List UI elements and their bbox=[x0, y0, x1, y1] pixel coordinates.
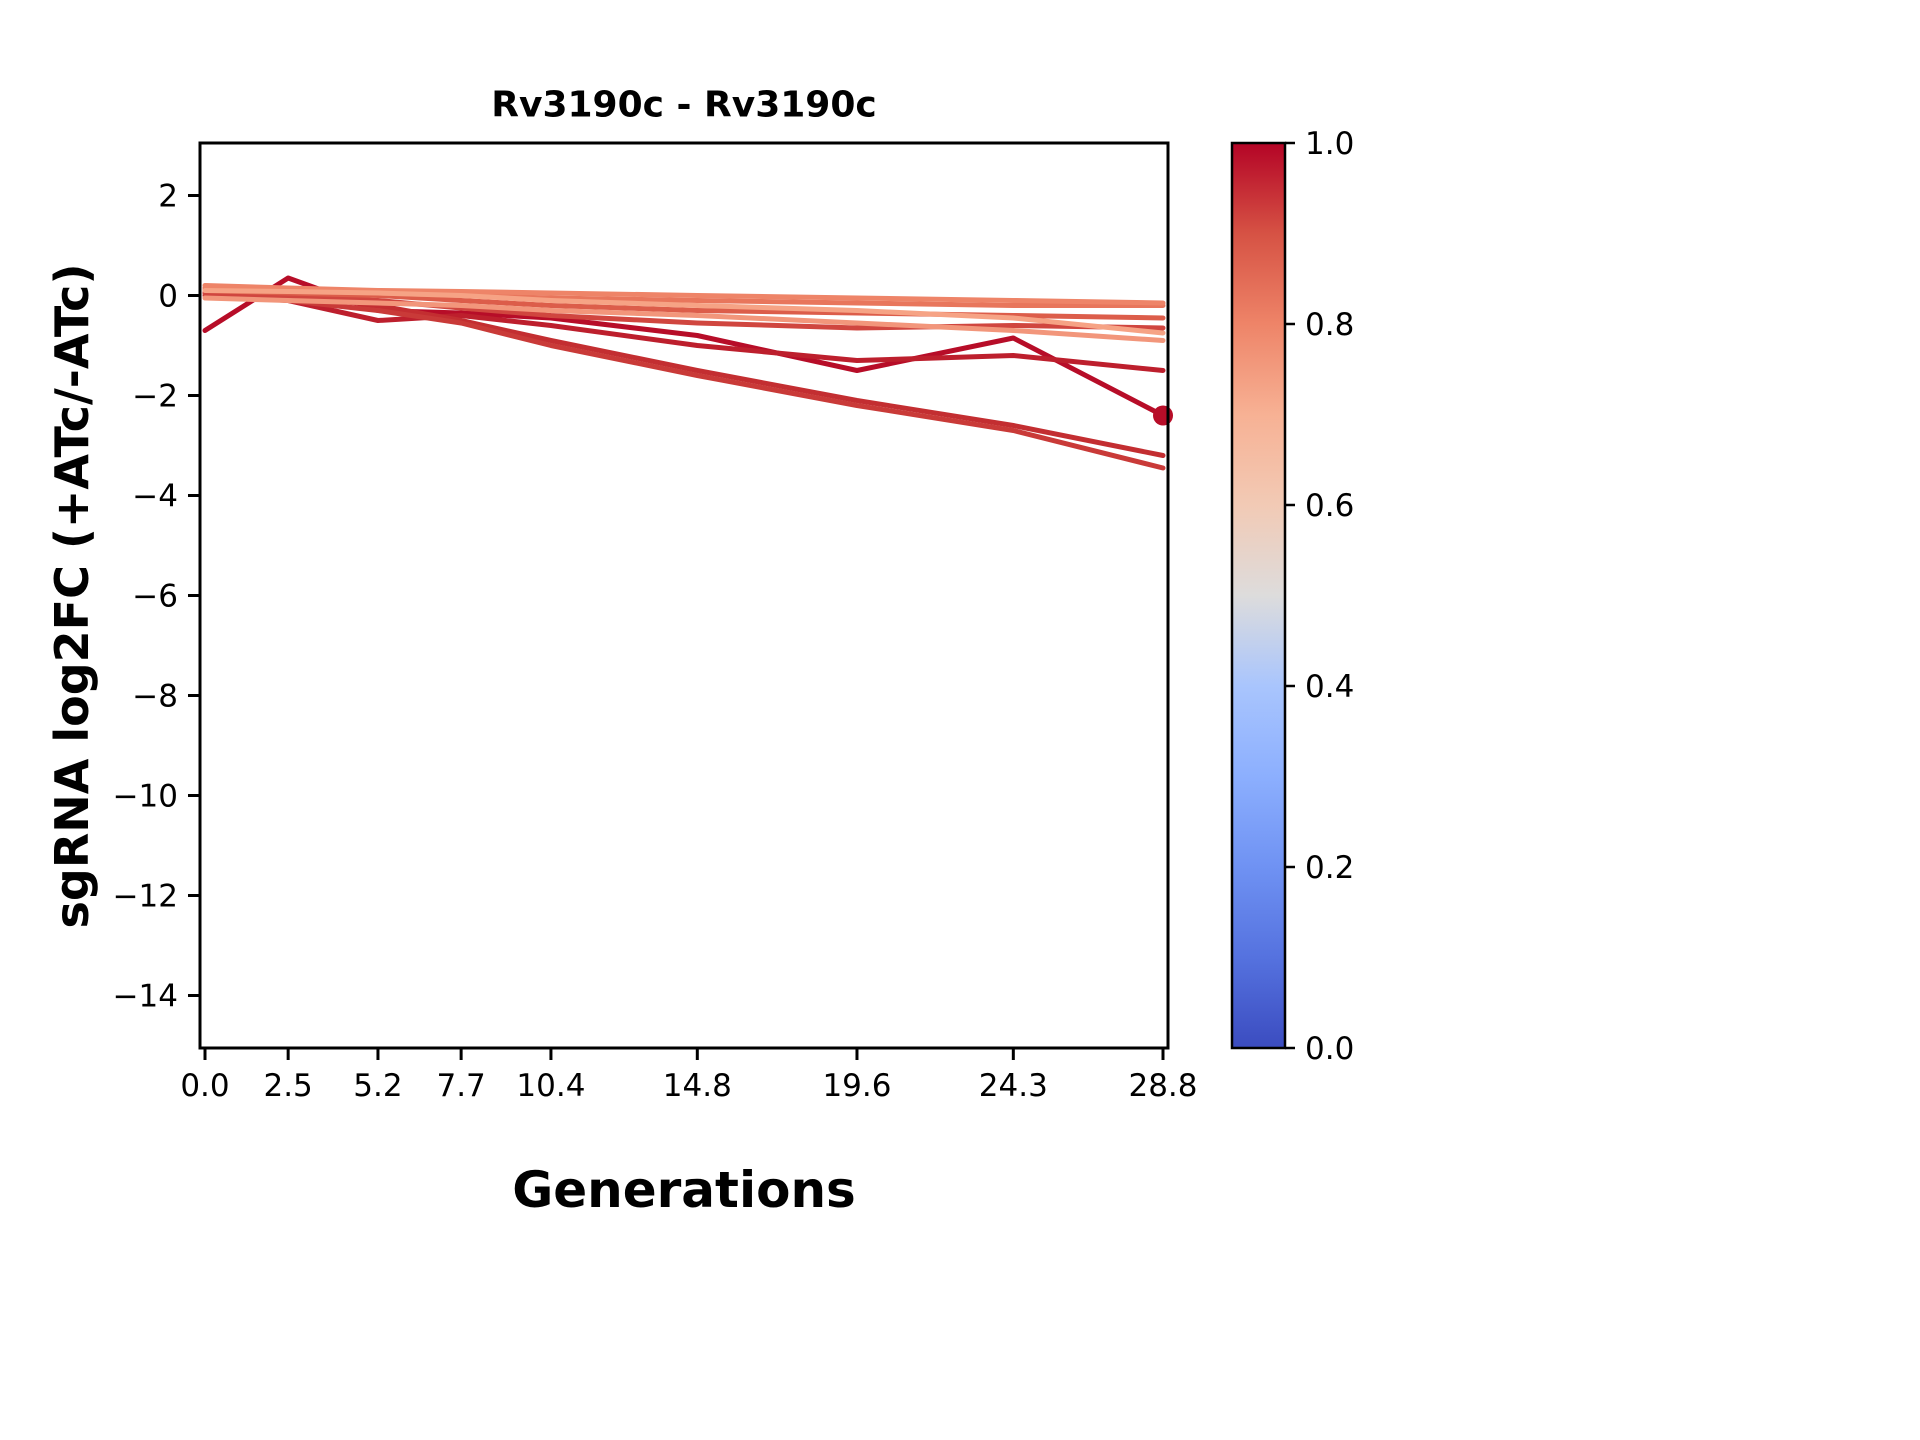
y-tick-label: −2 bbox=[132, 379, 178, 415]
x-tick-label: 7.7 bbox=[436, 1068, 485, 1104]
colorbar-tick-label: 0.2 bbox=[1305, 850, 1354, 886]
y-tick-label: −10 bbox=[113, 779, 178, 815]
colorbar bbox=[1230, 141, 1287, 1050]
end-marker-dot bbox=[1153, 405, 1174, 426]
axes-border bbox=[198, 141, 1170, 1050]
x-tick-label: 10.4 bbox=[516, 1068, 585, 1104]
y-tick-label: −14 bbox=[113, 979, 178, 1015]
colorbar-tick-label: 0.0 bbox=[1305, 1031, 1354, 1067]
x-tick-label: 2.5 bbox=[263, 1068, 312, 1104]
series-line-sgRNA_09 bbox=[202, 295, 1166, 343]
series-line-sgRNA_02 bbox=[202, 290, 1166, 373]
y-tick-label: 0 bbox=[158, 279, 178, 315]
chart-title: Rv3190c - Rv3190c bbox=[491, 84, 877, 126]
series-line-sgRNA_08 bbox=[202, 283, 1166, 306]
colorbar-tick-label: 0.6 bbox=[1305, 488, 1354, 524]
x-tick-label: 19.6 bbox=[822, 1068, 891, 1104]
y-tick-label: −6 bbox=[132, 579, 178, 615]
colorbar-tick-label: 0.4 bbox=[1305, 669, 1354, 705]
colorbar-tick-label: 0.8 bbox=[1305, 307, 1354, 343]
x-tick-label: 0.0 bbox=[180, 1068, 229, 1104]
x-tick-label: 24.3 bbox=[979, 1068, 1048, 1104]
y-tick-label: −8 bbox=[132, 679, 178, 715]
colorbar-tick-label: 1.0 bbox=[1305, 126, 1354, 162]
x-axis-label: Generations bbox=[512, 1161, 856, 1219]
series-line-sgRNA_10 bbox=[202, 288, 1166, 336]
y-tick-label: 2 bbox=[158, 179, 178, 215]
y-tick-label: −4 bbox=[132, 479, 178, 515]
y-tick-label: −12 bbox=[113, 879, 178, 915]
x-tick-label: 5.2 bbox=[353, 1068, 402, 1104]
x-tick-label: 14.8 bbox=[663, 1068, 732, 1104]
x-tick-label: 28.8 bbox=[1128, 1068, 1197, 1104]
